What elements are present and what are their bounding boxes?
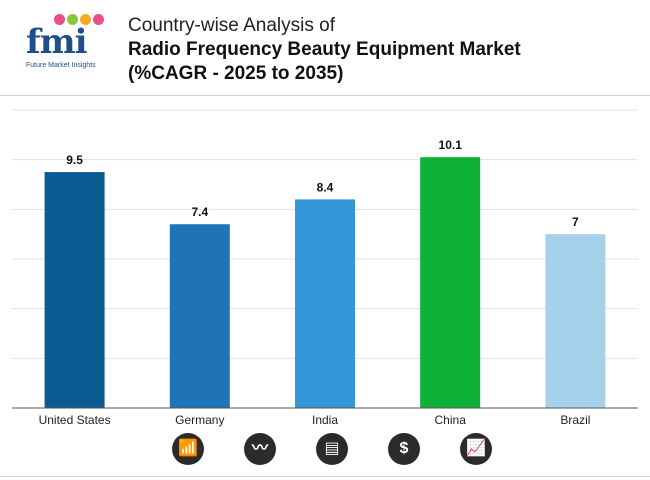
bar (545, 234, 606, 408)
dollar-icon: $ (388, 433, 420, 465)
document-icon: ▤ (316, 433, 348, 465)
data-label: 9.5 (66, 153, 83, 167)
logo-dots (54, 12, 106, 30)
logo-text: fmi (26, 22, 88, 62)
footer-icons: 📶 〰 ▤ $ 📈 (0, 433, 650, 471)
bar-chart-icon: 📶 (172, 433, 204, 465)
x-tick-label: United States (39, 413, 111, 427)
footer-divider (0, 476, 650, 477)
x-tick-label: Germany (175, 413, 224, 427)
logo-dot (80, 14, 91, 25)
line-chart-icon: 〰 (244, 433, 276, 465)
data-label: 10.1 (439, 138, 463, 152)
data-label: 7 (572, 215, 579, 229)
bar (295, 199, 355, 408)
bar (420, 157, 481, 408)
header: fmi Future Market Insights Country-wise … (0, 0, 650, 95)
title-line-1: Country-wise Analysis of (128, 15, 335, 36)
x-tick-label: Brazil (560, 413, 590, 427)
bar (169, 224, 230, 408)
data-label: 7.4 (191, 205, 208, 219)
logo-subtitle: Future Market Insights (26, 62, 96, 69)
logo-dot (54, 14, 65, 25)
bar (44, 172, 105, 408)
bar-chart: 9.5 United States 7.4 Germany 8.4 India 10.1 Ch… (12, 109, 638, 427)
logo-dot (67, 14, 78, 25)
x-tick-label: India (312, 413, 338, 427)
title-line-3: (%CAGR - 2025 to 2035) (128, 63, 344, 84)
trend-chart-icon: 📈 (460, 433, 492, 465)
chart-title: Country-wise Analysis of Radio Frequency… (128, 14, 638, 86)
header-divider (0, 95, 650, 96)
title-line-2: Radio Frequency Beauty Equipment Market (128, 39, 521, 60)
fmi-logo: fmi Future Market Insights (22, 12, 112, 72)
data-label: 8.4 (317, 180, 334, 194)
x-tick-label: China (435, 413, 467, 427)
logo-dot (93, 14, 104, 25)
